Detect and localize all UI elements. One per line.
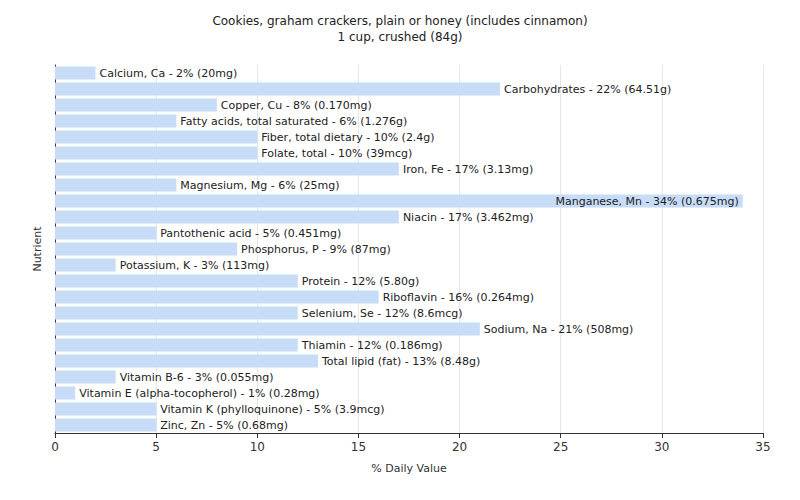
svg-text:Total lipid (fat) - 13% (8.48g: Total lipid (fat) - 13% (8.48g) [321,355,480,368]
svg-text:Nutrient: Nutrient [31,226,44,272]
svg-text:Potassium, K - 3% (113mg): Potassium, K - 3% (113mg) [120,259,270,272]
svg-text:Protein - 12% (5.80g): Protein - 12% (5.80g) [302,275,420,288]
svg-text:10: 10 [250,440,265,454]
svg-text:Zinc, Zn - 5% (0.68mg): Zinc, Zn - 5% (0.68mg) [160,419,288,432]
svg-text:0: 0 [51,440,59,454]
svg-text:Sodium, Na - 21% (508mg): Sodium, Na - 21% (508mg) [484,323,634,336]
svg-text:30: 30 [654,440,669,454]
svg-text:Folate, total - 10% (39mcg): Folate, total - 10% (39mcg) [261,147,412,160]
svg-text:% Daily Value: % Daily Value [371,462,447,475]
svg-text:Fatty acids, total saturated -: Fatty acids, total saturated - 6% (1.276… [180,115,407,128]
svg-text:Vitamin K (phylloquinone) - 5%: Vitamin K (phylloquinone) - 5% (3.9mcg) [160,403,384,416]
svg-text:Thiamin - 12% (0.186mg): Thiamin - 12% (0.186mg) [301,339,443,352]
svg-text:Copper, Cu - 8% (0.170mg): Copper, Cu - 8% (0.170mg) [221,99,372,112]
svg-text:Magnesium, Mg - 6% (25mg): Magnesium, Mg - 6% (25mg) [180,179,339,192]
svg-text:25: 25 [553,440,568,454]
svg-text:Vitamin E (alpha-tocopherol) -: Vitamin E (alpha-tocopherol) - 1% (0.28m… [79,387,319,400]
svg-text:Calcium, Ca - 2% (20mg): Calcium, Ca - 2% (20mg) [99,67,237,80]
svg-text:20: 20 [452,440,467,454]
svg-text:Niacin - 17% (3.462mg): Niacin - 17% (3.462mg) [403,211,534,224]
svg-text:Carbohydrates - 22% (64.51g): Carbohydrates - 22% (64.51g) [504,83,671,96]
svg-text:Iron, Fe - 17% (3.13mg): Iron, Fe - 17% (3.13mg) [403,163,533,176]
svg-text:Cookies, graham crackers, plai: Cookies, graham crackers, plain or honey… [212,14,587,28]
svg-text:Selenium, Se - 12% (8.6mcg): Selenium, Se - 12% (8.6mcg) [302,307,463,320]
svg-text:Riboflavin - 16% (0.264mg): Riboflavin - 16% (0.264mg) [383,291,534,304]
svg-text:Vitamin B-6 - 3% (0.055mg): Vitamin B-6 - 3% (0.055mg) [120,371,274,384]
svg-text:1 cup, crushed (84g): 1 cup, crushed (84g) [338,30,463,44]
svg-text:5: 5 [152,440,160,454]
svg-text:35: 35 [755,440,770,454]
svg-text:Pantothenic acid - 5% (0.451mg: Pantothenic acid - 5% (0.451mg) [160,227,341,240]
svg-text:Manganese, Mn - 34% (0.675mg): Manganese, Mn - 34% (0.675mg) [555,195,738,208]
svg-text:Fiber, total dietary - 10% (2.: Fiber, total dietary - 10% (2.4g) [261,131,434,144]
svg-text:Phosphorus, P - 9% (87mg): Phosphorus, P - 9% (87mg) [241,243,391,256]
svg-text:15: 15 [351,440,366,454]
